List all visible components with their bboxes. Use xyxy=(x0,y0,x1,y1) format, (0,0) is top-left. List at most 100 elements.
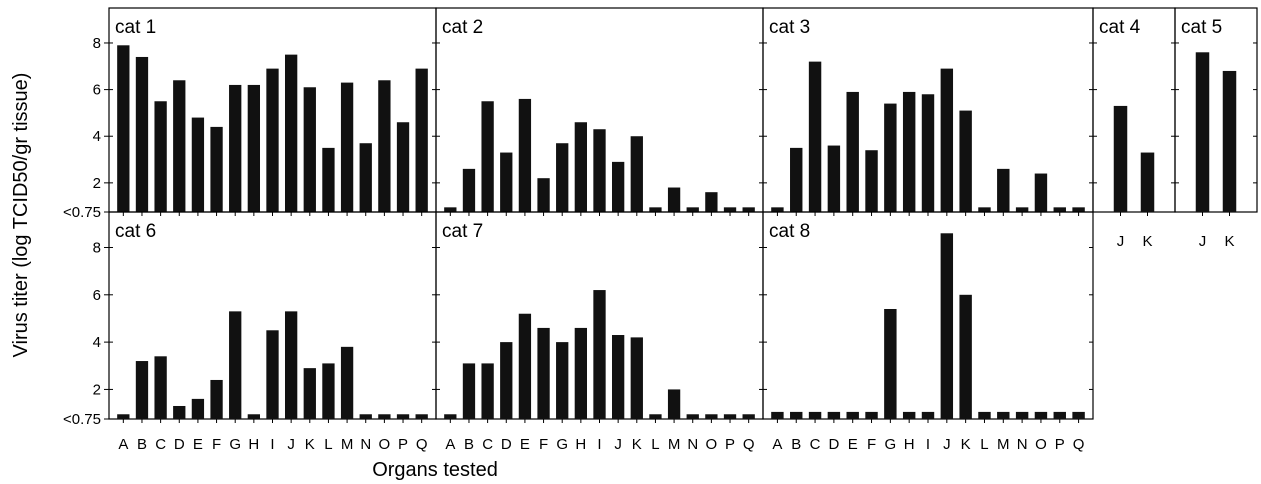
panel-label-cat3: cat 3 xyxy=(769,17,810,38)
x-tick-label-cat6-A: A xyxy=(118,436,128,453)
panel-label-cat5: cat 5 xyxy=(1181,17,1222,38)
bar-cat3-N xyxy=(1015,207,1029,212)
panel-label-cat8: cat 8 xyxy=(769,221,810,242)
bar-cat2-M xyxy=(667,187,681,212)
bar-cat6-L xyxy=(322,363,335,419)
bar-cat6-M xyxy=(340,346,354,419)
bar-cat5-J xyxy=(1195,52,1210,212)
bar-cat8-C xyxy=(808,411,822,419)
y-tick-label-cat6-4: 8 xyxy=(93,239,101,256)
x-tick-label-cat8-B: B xyxy=(791,436,801,453)
x-tick-label-cat6-B: B xyxy=(137,436,147,453)
bar-cat7-Q xyxy=(742,414,755,419)
bar-cat7-L xyxy=(649,414,662,419)
x-tick-label-cat6-C: C xyxy=(155,436,166,453)
x-tick-label-cat8-C: C xyxy=(810,436,821,453)
bar-cat7-I xyxy=(593,290,606,419)
bar-cat3-Q xyxy=(1072,207,1085,212)
x-axis-title: Organs tested xyxy=(372,459,498,481)
bar-cat1-Q xyxy=(415,68,428,212)
bar-cat6-C xyxy=(154,356,167,419)
bar-cat3-L xyxy=(978,207,991,212)
x-tick-label-cat7-H: H xyxy=(575,436,586,453)
x-tick-label-cat7-I: I xyxy=(597,436,601,453)
x-tick-label-cat5-K: K xyxy=(1224,233,1234,250)
panel-cat1: cat 1 <0.75 2 4 6 8 xyxy=(63,7,437,221)
panel-label-cat4: cat 4 xyxy=(1099,17,1141,38)
bar-cat2-H xyxy=(574,122,588,212)
bar-cat2-B xyxy=(462,168,476,212)
x-tick-label-cat8-K: K xyxy=(961,436,971,453)
y-tick-label-cat6-2: 4 xyxy=(93,334,101,351)
x-tick-label-cat7-A: A xyxy=(445,436,455,453)
bar-cat2-I xyxy=(593,129,606,212)
x-tick-label-cat7-C: C xyxy=(482,436,493,453)
y-tick-label-cat1-0: <0.75 xyxy=(63,204,101,221)
bar-cat2-F xyxy=(537,178,550,212)
bar-cat6-Q xyxy=(415,414,428,419)
bar-cat6-J xyxy=(284,311,298,419)
x-tick-label-cat6-K: K xyxy=(305,436,315,453)
x-tick-label-cat7-L: L xyxy=(651,436,659,453)
bar-cat7-G xyxy=(556,342,569,419)
x-tick-label-cat6-Q: Q xyxy=(416,436,428,453)
bar-cat6-G xyxy=(229,311,242,419)
y-tick-label-cat6-0: <0.75 xyxy=(63,411,101,428)
bar-cat6-B xyxy=(135,361,149,419)
x-tick-label-cat4-J: J xyxy=(1117,233,1125,250)
bar-cat7-N xyxy=(686,414,699,419)
x-tick-label-cat6-N: N xyxy=(360,436,371,453)
panel-cat2: cat 2 xyxy=(435,7,764,216)
bar-cat1-O xyxy=(378,80,391,212)
x-tick-label-cat7-Q: Q xyxy=(743,436,755,453)
bar-cat2-D xyxy=(500,152,513,212)
bar-cat8-P xyxy=(1053,411,1066,419)
bar-cat1-H xyxy=(247,84,261,212)
x-tick-label-cat6-D: D xyxy=(174,436,185,453)
bar-cat8-M xyxy=(997,411,1010,419)
bar-cat3-C xyxy=(808,61,822,212)
panel-label-cat6: cat 6 xyxy=(115,221,156,242)
bar-cat3-P xyxy=(1053,207,1066,212)
x-tick-label-cat8-E: E xyxy=(848,436,858,453)
x-tick-label-cat8-A: A xyxy=(772,436,782,453)
bar-cat6-H xyxy=(247,414,261,419)
x-tick-label-cat6-E: E xyxy=(193,436,203,453)
bar-cat6-K xyxy=(303,368,316,419)
bar-cat1-I xyxy=(266,68,279,212)
panel-cat8: cat 8 A B C D E F G H I J K L M N O P Q xyxy=(762,211,1094,453)
bar-cat7-C xyxy=(481,363,494,419)
panel-cat3: cat 3 xyxy=(762,7,1094,216)
bar-cat3-E xyxy=(846,91,859,212)
x-tick-label-cat6-P: P xyxy=(398,436,408,453)
bar-cat1-B xyxy=(135,56,149,213)
bar-cat2-C xyxy=(481,101,494,212)
bar-cat8-J xyxy=(940,233,954,419)
x-tick-label-cat7-G: G xyxy=(556,436,568,453)
bar-cat1-L xyxy=(322,147,335,212)
panel-cat6: cat 6 <0.75 2 4 6 8 A B C D E F G H I J K L M N O P Q xyxy=(63,211,437,453)
bar-cat8-I xyxy=(921,411,935,419)
bar-cat6-I xyxy=(266,330,279,419)
bar-cat1-D xyxy=(173,80,186,212)
x-tick-label-cat7-K: K xyxy=(632,436,642,453)
bar-cat3-K xyxy=(959,110,972,212)
bar-cat6-P xyxy=(396,414,410,419)
x-tick-label-cat6-J: J xyxy=(287,436,295,453)
bar-cat8-F xyxy=(865,411,878,419)
y-tick-label-cat6-1: 2 xyxy=(93,381,101,398)
x-tick-label-cat4-K: K xyxy=(1142,233,1152,250)
bar-cat6-D xyxy=(173,405,186,419)
x-tick-label-cat5-J: J xyxy=(1199,233,1207,250)
bar-cat2-A xyxy=(444,207,457,212)
bar-cat3-B xyxy=(790,147,803,212)
bar-cat3-D xyxy=(827,145,841,212)
x-tick-label-cat6-F: F xyxy=(212,436,221,453)
bar-cat7-B xyxy=(462,363,476,419)
panel-label-cat1: cat 1 xyxy=(115,17,156,38)
bar-cat3-O xyxy=(1034,173,1048,212)
bar-cat1-C xyxy=(154,101,167,212)
bar-cat1-P xyxy=(396,122,410,212)
bar-cat8-G xyxy=(884,308,897,419)
x-tick-label-cat6-H: H xyxy=(248,436,259,453)
